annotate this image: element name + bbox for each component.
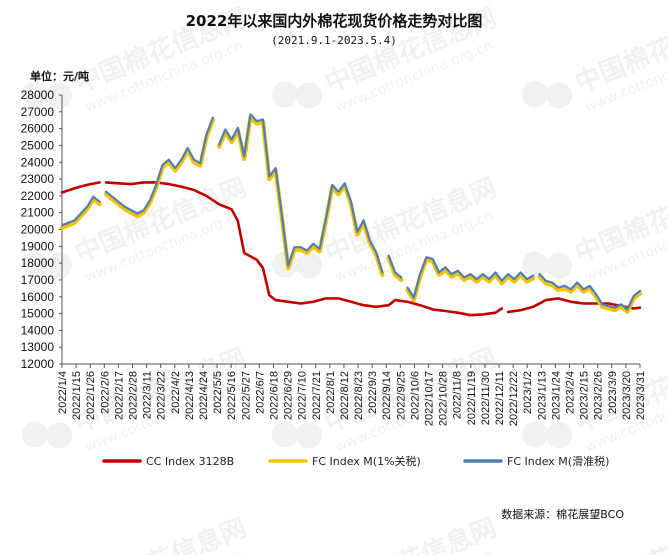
y-axis: 12000 13000 14000 15000 16000 17000 18000 19000… [21, 88, 63, 371]
y-tick-label: 19000 [21, 239, 55, 253]
y-tick-label: 22000 [21, 189, 55, 203]
x-tick-label: 2022/10/6 [409, 371, 421, 420]
x-tick-label: 2022/5/16 [226, 371, 238, 420]
x-tick-label: 2023/3/20 [621, 371, 633, 420]
x-tick-label: 2022/2/6 [99, 371, 111, 414]
x-tick-label: 2023/3/31 [635, 371, 647, 420]
x-tick-label: 2022/11/8 [452, 371, 464, 419]
legend: CC Index 3128B FC Index M(1%关税) FC Index M… [102, 454, 609, 468]
chart-title: 2022年以来国内外棉花现货价格走势对比图 [186, 12, 483, 30]
y-tick-label: 14000 [21, 323, 55, 337]
x-tick-label: 2022/11/19 [466, 371, 478, 425]
x-tick-label: 2022/7/21 [311, 371, 323, 420]
x-tick-label: 2023/2/4 [565, 371, 577, 414]
x-tick-label: 2022/10/28 [438, 371, 450, 426]
x-tick-label: 2022/9/14 [381, 371, 393, 420]
x-tick-label: 2023/1/24 [550, 371, 562, 420]
y-tick-label: 15000 [21, 307, 55, 321]
y-tick-label: 21000 [21, 206, 55, 220]
y-tick-label: 24000 [21, 155, 55, 169]
x-tick-label: 2023/1/13 [536, 371, 548, 420]
x-tick-label: 2022/2/17 [113, 371, 125, 420]
series-layer [59, 113, 643, 317]
x-tick-label: 2022/8/23 [353, 371, 365, 420]
legend-label-cc-index: CC Index 3128B [146, 455, 234, 468]
x-tick-label: 2022/6/29 [283, 371, 295, 420]
x-tick-label: 2022/10/17 [424, 371, 436, 426]
y-tick-label: 18000 [21, 256, 55, 270]
x-tick-label: 2022/6/18 [268, 371, 280, 420]
y-tick-label: 13000 [21, 340, 55, 354]
x-tick-label: 2023/2/26 [593, 371, 605, 420]
x-axis: 2022/1/4 2022/1/15 2022/1/26 2022/2/6 2022/2… [57, 363, 647, 426]
x-tick-label: 2022/5/5 [212, 371, 224, 414]
y-tick-label: 20000 [21, 223, 55, 237]
x-tick-label: 2022/1/26 [85, 371, 97, 420]
x-tick-label: 2022/3/11 [142, 371, 154, 419]
x-tick-label: 2022/9/25 [395, 371, 407, 420]
chart-subtitle: (2021.9.1-2023.5.4) [271, 34, 397, 47]
y-tick-label: 25000 [21, 138, 55, 152]
y-unit-label: 单位：元/吨 [30, 69, 89, 83]
x-tick-label: 2022/7/10 [297, 371, 309, 420]
x-tick-label: 2022/1/15 [71, 371, 83, 420]
x-tick-label: 2022/4/24 [198, 371, 210, 420]
x-tick-label: 2022/11/30 [480, 371, 492, 425]
x-tick-label: 2022/8/12 [339, 371, 351, 420]
x-tick-label: 2022/8/1 [325, 371, 337, 414]
legend-label-fc-index-tariff: FC Index M(1%关税) [312, 454, 421, 468]
x-tick-label: 2022/4/2 [170, 371, 182, 414]
x-tick-label: 2022/5/27 [240, 371, 252, 420]
y-tick-label: 17000 [21, 273, 55, 287]
x-tick-label: 2022/1/4 [57, 371, 69, 414]
x-tick-label: 2022/6/7 [254, 371, 266, 414]
x-tick-label: 2023/3/9 [607, 371, 619, 414]
series-line-fc-index-tariff [59, 114, 643, 314]
y-tick-label: 28000 [21, 88, 55, 102]
x-tick-label: 2022/3/22 [156, 371, 168, 420]
x-tick-label: 2022/9/3 [367, 371, 379, 414]
x-tick-label: 2023/2/15 [579, 371, 591, 420]
legend-label-fc-index-sliding: FC Index M(滑准税) [507, 454, 609, 468]
y-tick-label: 12000 [21, 357, 55, 371]
x-tick-label: 2022/2/28 [127, 371, 139, 420]
source-note: 数据来源：棉花展望BCO [501, 507, 624, 521]
x-tick-label: 2022/12/22 [508, 371, 520, 426]
x-tick-label: 2023/1/2 [522, 371, 534, 414]
series-line-fc-index-sliding [60, 113, 642, 311]
x-tick-label: 2022/12/11 [494, 371, 506, 425]
x-tick-label: 2022/4/13 [184, 371, 196, 420]
y-tick-label: 26000 [21, 122, 55, 136]
y-tick-label: 16000 [21, 290, 55, 304]
y-tick-label: 27000 [21, 105, 55, 119]
y-tick-label: 23000 [21, 172, 55, 186]
